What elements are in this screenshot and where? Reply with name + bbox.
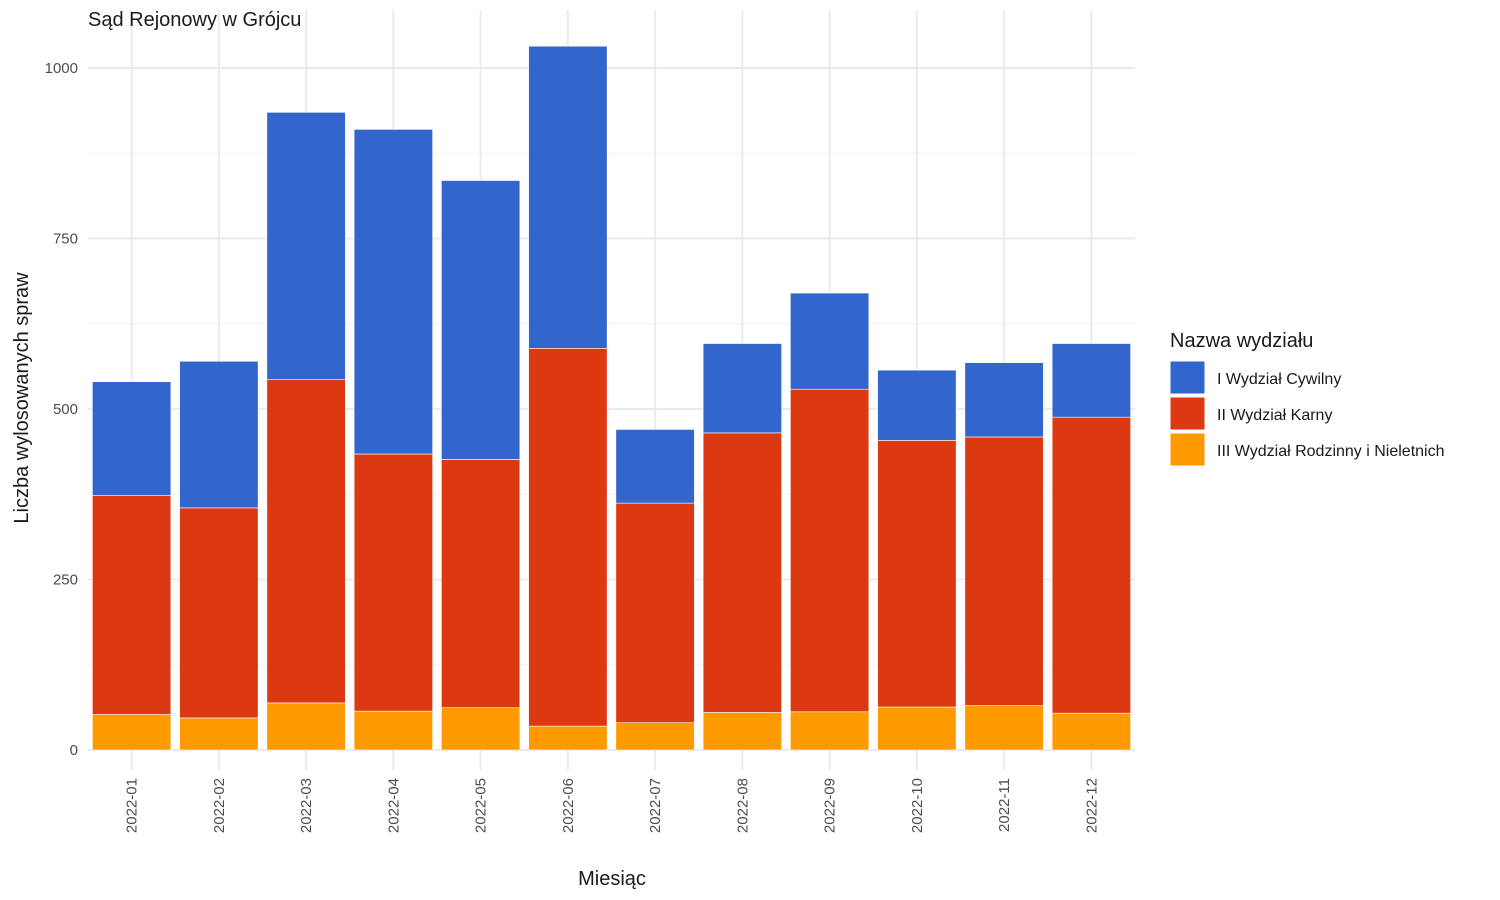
bar-segment	[615, 722, 695, 751]
bars	[92, 45, 1131, 751]
bar-segment	[964, 705, 1044, 751]
bar-segment	[528, 45, 608, 349]
legend-label: II Wydział Karny	[1217, 407, 1332, 424]
x-tick-label: 2022-07	[647, 778, 664, 833]
legend-label: I Wydział Cywilny	[1217, 371, 1341, 388]
x-tick-label: 2022-06	[560, 778, 577, 833]
bar-segment	[441, 707, 521, 751]
x-tick-label: 2022-03	[298, 778, 315, 833]
bar-segment	[1051, 416, 1131, 714]
x-axis-title: Miesiąc	[578, 868, 646, 890]
bar-segment	[353, 453, 433, 712]
bar-segment	[179, 507, 259, 719]
y-tick-label: 250	[53, 572, 78, 589]
y-tick-label: 1000	[45, 60, 78, 77]
chart-title: Sąd Rejonowy w Grójcu	[88, 9, 301, 31]
bar-segment	[702, 343, 782, 434]
legend-swatch	[1169, 360, 1206, 395]
bar-segment	[877, 440, 957, 708]
bar-segment	[964, 362, 1044, 438]
bar-segment	[702, 432, 782, 713]
legend-swatch	[1169, 396, 1206, 431]
x-tick-label: 2022-01	[124, 778, 141, 833]
bar-segment	[615, 502, 695, 724]
bar-segment	[179, 360, 259, 509]
legend-label: III Wydział Rodzinny i Nieletnich	[1217, 443, 1445, 460]
bar-segment	[441, 459, 521, 709]
bar-segment	[1051, 712, 1131, 751]
y-axis-title: Liczba wylosowanych spraw	[11, 272, 33, 524]
y-tick-label: 0	[70, 742, 78, 759]
bar-segment	[528, 348, 608, 727]
bar-segment	[964, 436, 1044, 706]
x-tick-label: 2022-12	[1083, 778, 1100, 833]
legend: Nazwa wydziału I Wydział Cywilny II Wydzi…	[1169, 330, 1445, 467]
bar-segment	[92, 714, 172, 751]
bar-segment	[790, 292, 870, 390]
bar-segment	[266, 112, 346, 380]
bar-segment	[266, 702, 346, 751]
x-tick-label: 2022-08	[734, 778, 751, 833]
x-axis-ticks: 2022-01 2022-02 2022-03 2022-04 2022-05 2022-…	[124, 778, 1101, 833]
x-tick-label: 2022-04	[385, 778, 402, 833]
bar-segment	[790, 388, 870, 713]
y-axis-ticks: 0 250 500 750 1000	[45, 60, 78, 759]
bar-segment	[353, 129, 433, 455]
bar-segment	[877, 706, 957, 751]
x-tick-label: 2022-05	[473, 778, 490, 833]
bar-segment	[353, 710, 433, 751]
bar-segment	[615, 429, 695, 504]
bar-segment	[92, 495, 172, 715]
x-tick-label: 2022-02	[211, 778, 228, 833]
bar-segment	[528, 725, 608, 751]
bar-segment	[441, 180, 521, 460]
bar-segment	[702, 712, 782, 751]
bar-segment	[92, 381, 172, 496]
y-tick-label: 500	[53, 401, 78, 418]
legend-title: Nazwa wydziału	[1170, 330, 1313, 352]
x-tick-label: 2022-11	[996, 778, 1013, 832]
bar-segment	[179, 717, 259, 751]
bar-segment	[790, 711, 870, 751]
x-tick-label: 2022-10	[909, 778, 926, 833]
bar-segment	[1051, 343, 1131, 418]
y-tick-label: 750	[53, 231, 78, 248]
legend-swatch	[1169, 432, 1206, 467]
x-tick-label: 2022-09	[822, 778, 839, 833]
bar-segment	[877, 369, 957, 441]
bar-segment	[266, 379, 346, 704]
